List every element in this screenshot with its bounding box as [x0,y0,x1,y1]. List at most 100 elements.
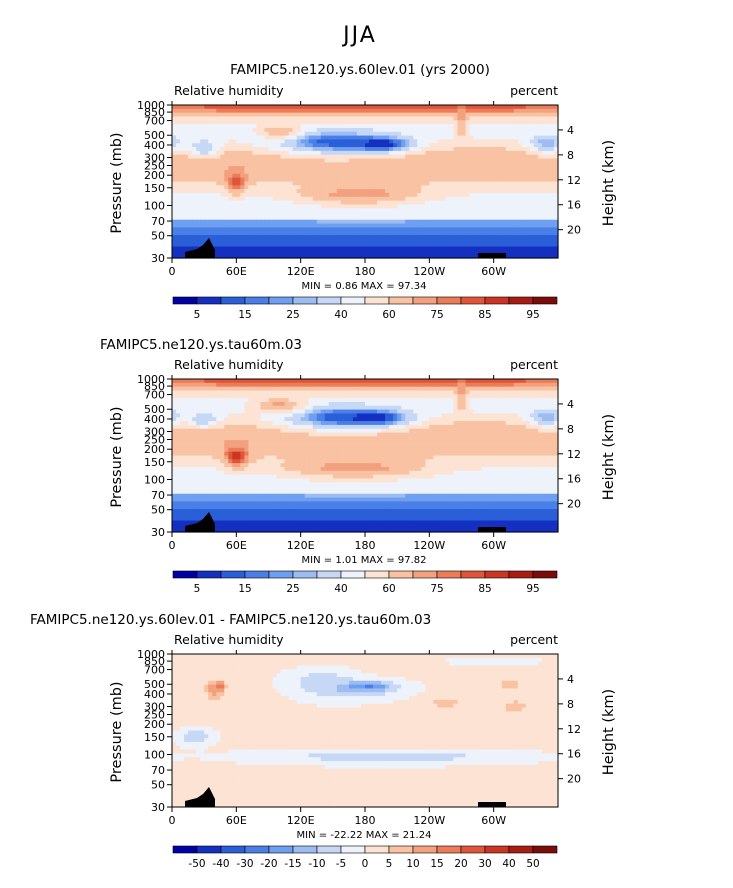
panel-1-heat-cell [533,192,539,198]
panel-1-heat-cell [529,124,535,129]
panel-2-heat-cell [381,379,386,384]
panel-2-heat-cell [429,394,434,399]
panel-1-heat-cell [240,242,245,248]
panel-2-heat-cell [477,405,483,411]
panel-1-heat-cell [328,219,334,225]
panel-1-heat-cell [481,108,487,114]
panel-2-heat-cell [300,405,306,411]
panel-2-heat-cell [320,409,326,415]
panel-1-heat-cell [272,166,278,171]
panel-1-heat-cell [328,227,334,232]
panel-1-heat-cell [433,246,438,251]
panel-2-heat-cell [421,413,426,418]
panel-1-heat-cell [248,227,254,232]
panel-1-heat-cell [421,242,426,248]
panel-1-heat-cell [348,181,354,186]
panel-1-heat-cell [493,250,499,255]
panel-1-heat-cell [389,124,394,129]
panel-1-heat-cell [549,166,555,171]
panel-1-heat-cell [461,208,467,213]
panel-1-heat-cell [541,166,547,171]
panel-2-heat-cell [356,409,362,415]
panel-2-heat-cell [425,413,430,418]
panel-1-heat-cell [433,196,438,202]
panel-1-heat-cell [433,166,438,171]
panel-1-units: percent [510,83,558,98]
panel-1-heat-cell [200,196,205,202]
panel-1-lon-tick-label: 0 [169,265,176,278]
panel-1-heat-cell [264,124,270,129]
panel-1-heat-cell [437,139,442,144]
panel-1-heat-cell [485,196,491,202]
panel-1-heat-cell [248,170,254,175]
panel-1-heat-cell [429,154,434,160]
panel-1-heat-cell [328,150,334,156]
panel-1-heat-cell [409,242,414,248]
panel-2-heat-cell [320,413,326,418]
panel-1-heat-cell [425,150,430,156]
panel-1-heat-cell [316,170,322,175]
panel-1-heat-cell [405,135,410,141]
panel-1-heat-cell [397,154,402,160]
panel-1-heat-cell [449,177,455,183]
panel-1-heat-cell [521,139,527,144]
panel-1-heat-cell [413,204,418,209]
panel-1-heat-cell [417,215,422,221]
panel-1-heat-cell [348,238,354,244]
panel-1-heat-cell [344,166,350,171]
panel-1-heat-cell [505,212,511,217]
panel-1-heat-cell [344,150,350,156]
panel-1-heat-cell [457,185,463,190]
panel-1-heat-cell [264,219,270,225]
panel-1-heat-cell [208,223,213,228]
panel-1-heat-cell [469,242,475,248]
panel-1-heat-cell [445,254,451,259]
panel-1-heat-cell [461,212,467,217]
panel-1-heat-cell [252,181,258,186]
panel-1-heat-cell [360,185,366,190]
panel-1-heat-cell [545,154,551,160]
panel-1-heat-cell [268,170,274,175]
panel-1-heat-cell [252,189,258,194]
panel-2-heat-cell [413,379,418,384]
panel-1-heat-cell [252,158,258,163]
panel-2-heat-cell [172,382,177,388]
panel-2-heat-cell [288,382,294,388]
panel-1-heat-cell [425,143,430,148]
panel-1-heat-cell [292,238,298,244]
panel-1-heat-cell [429,139,434,144]
panel-1-heat-cell [401,219,406,225]
panel-2-heat-cell [505,394,511,399]
panel-1-heat-cell [192,192,197,198]
panel-1-heat-cell [320,135,326,141]
panel-2-heat-cell [332,382,338,388]
panel-1-heat-cell [457,254,463,259]
panel-2-heat-cell [304,386,310,392]
panel-1-heat-cell [180,223,185,228]
panel-1-heat-cell [493,112,499,118]
panel-1-heat-cell [316,242,322,248]
panel-1-heat-cell [421,238,426,244]
panel-1-heat-cell [256,215,262,221]
panel-2-heat-cell [469,413,475,418]
panel-1-heat-cell [449,154,455,160]
panel-2-heat-cell [441,382,447,388]
panel-2-heat-cell [469,417,475,422]
panel-1-heat-cell [397,250,402,255]
panel-2-heat-cell [445,386,451,392]
panel-1-heat-cell [236,116,241,121]
panel-1-heat-cell [184,185,189,190]
panel-1-heat-cell [176,170,181,175]
panel-1-heat-cell [188,173,193,179]
panel-2-heat-cell [537,390,543,395]
panel-1-heat-cell [328,231,334,236]
panel-1-heat-cell [212,105,217,110]
panel-1-heat-cell [545,158,551,163]
panel-1-heat-cell [268,200,274,206]
panel-1-heat-cell [284,143,290,148]
panel-1-heat-cell [433,116,438,121]
panel-1-heat-cell [409,250,414,255]
panel-1-heat-cell [441,223,447,228]
panel-2-heat-cell [252,405,258,411]
panel-2-heat-cell [200,413,205,418]
